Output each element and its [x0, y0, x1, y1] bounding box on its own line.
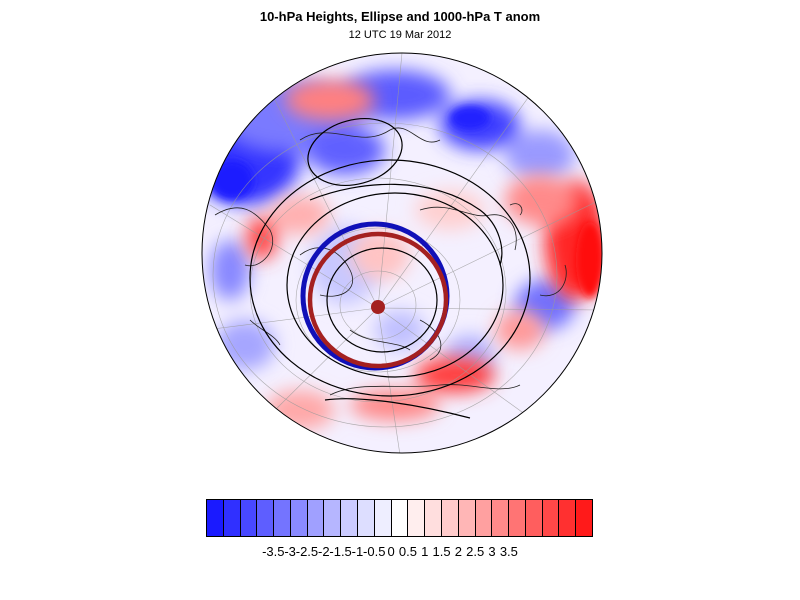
colorbar-cell [559, 500, 577, 536]
colorbar-cell [274, 500, 291, 536]
colorbar-cell [341, 500, 359, 536]
ellipse-red [307, 231, 449, 369]
colorbar-cell [441, 500, 459, 536]
colorbar-tick-label: -1 [351, 544, 364, 559]
colorbar-cell [408, 500, 426, 536]
colorbar-tick-label: -3.5 [262, 544, 285, 559]
colorbar-cell [324, 500, 342, 536]
colorbar-cell [290, 500, 308, 536]
height-contours [249, 118, 531, 419]
graticule [204, 53, 601, 453]
colorbar-cell [425, 500, 442, 536]
colorbar-tick-label: -0.5 [363, 544, 386, 559]
colorbar-cell [458, 500, 476, 536]
map-subtitle: 12 UTC 19 Mar 2012 [348, 29, 452, 41]
colorbar-tick-label: -2.5 [295, 544, 319, 559]
colorbar-tick-label: 0 [387, 544, 395, 559]
colorbar-tick-label: 3 [488, 544, 496, 559]
colorbar-tick-label: 0.5 [398, 544, 417, 559]
map-title: 10-hPa Heights, Ellipse and 1000-hPa T a… [259, 9, 541, 24]
colorbar-labels: -3.5 -3 -2.5 -2 -1.5 -1 -0.5 0 0.5 1 1.5 2 2.5 3 3.5 [0, 544, 800, 562]
colorbar [206, 499, 593, 537]
colorbar-tick-label: 3.5 [499, 544, 518, 559]
colorbar-cell [492, 500, 510, 536]
colorbar-cell [576, 500, 592, 536]
colorbar-tick-label: -3 [284, 544, 296, 559]
colorbar-cell [542, 500, 560, 536]
colorbar-cell [525, 500, 543, 536]
colorbar-cell [240, 500, 258, 536]
temperature-anomaly-field [202, 53, 602, 453]
ellipse-center-marker [371, 300, 385, 314]
colorbar-tick-label: 1 [421, 544, 429, 559]
colorbar-tick-label: -2 [318, 544, 330, 559]
colorbar-tick-label: 2 [454, 544, 463, 559]
colorbar-cell [207, 500, 224, 536]
colorbar-cell [509, 500, 526, 536]
colorbar-tick-label: -1.5 [329, 544, 352, 559]
colorbar-tick-label: 1.5 [432, 544, 451, 559]
colorbar-cell [358, 500, 375, 536]
colorbar-tick-label: 2.5 [466, 544, 485, 559]
colorbar-cell [257, 500, 275, 536]
colorbar-cell [223, 500, 241, 536]
colorbar-cell [307, 500, 325, 536]
colorbar-cell [391, 500, 409, 536]
colorbar-cell [374, 500, 392, 536]
colorbar-cell [475, 500, 493, 536]
